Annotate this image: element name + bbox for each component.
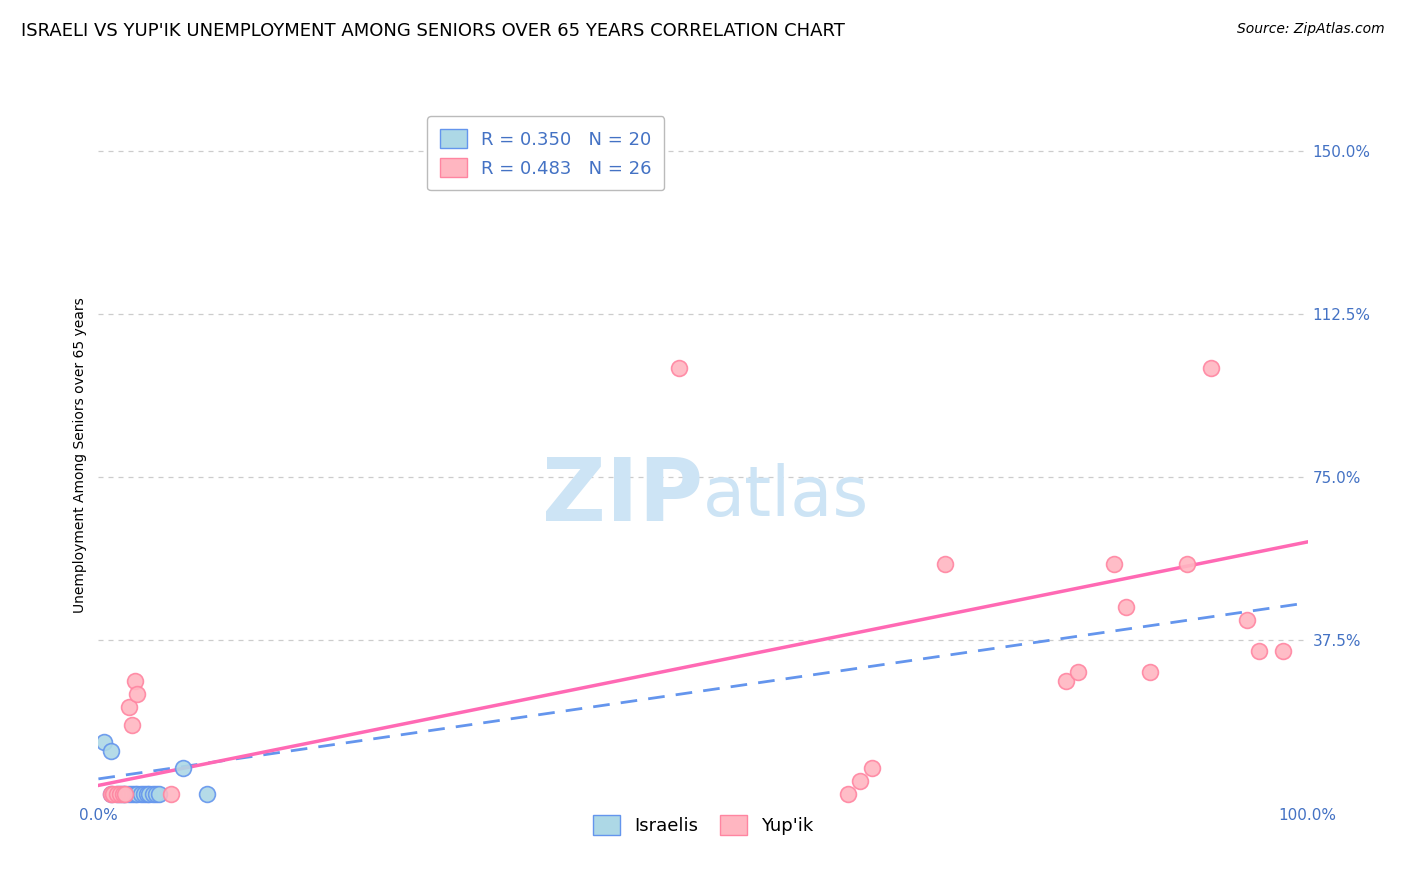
Point: [195, 787, 218, 801]
Point: [145, 787, 167, 801]
Point: [1175, 557, 1198, 571]
Point: [105, 787, 128, 801]
Point: [934, 557, 956, 571]
Point: [837, 787, 859, 801]
Point: [148, 787, 170, 801]
Text: atlas: atlas: [703, 463, 869, 530]
Point: [114, 787, 136, 801]
Point: [1139, 665, 1161, 680]
Point: [1067, 665, 1090, 680]
Point: [1199, 360, 1222, 375]
Point: [127, 687, 149, 701]
Point: [100, 787, 122, 801]
Point: [114, 787, 136, 801]
Point: [1102, 557, 1125, 571]
Y-axis label: Unemployment Among Seniors over 65 years: Unemployment Among Seniors over 65 years: [73, 297, 87, 613]
Point: [668, 360, 690, 375]
Point: [1054, 674, 1077, 689]
Point: [111, 787, 134, 801]
Point: [1236, 613, 1258, 627]
Point: [121, 787, 143, 801]
Point: [121, 717, 143, 731]
Point: [105, 787, 128, 801]
Point: [860, 761, 883, 775]
Point: [118, 700, 141, 714]
Point: [1249, 643, 1271, 657]
Point: [124, 787, 146, 801]
Point: [108, 787, 131, 801]
Point: [101, 787, 124, 801]
Point: [142, 787, 165, 801]
Point: [1115, 600, 1137, 615]
Point: [135, 787, 157, 801]
Point: [160, 787, 183, 801]
Point: [111, 787, 134, 801]
Point: [138, 787, 160, 801]
Point: [127, 787, 149, 801]
Point: [124, 674, 146, 689]
Legend: Israelis, Yup'ik: Israelis, Yup'ik: [585, 808, 821, 842]
Point: [134, 787, 156, 801]
Point: [100, 787, 122, 801]
Point: [93, 735, 115, 749]
Text: ZIP: ZIP: [541, 455, 703, 539]
Point: [1272, 643, 1295, 657]
Point: [129, 787, 152, 801]
Point: [118, 787, 141, 801]
Text: ISRAELI VS YUP'IK UNEMPLOYMENT AMONG SENIORS OVER 65 YEARS CORRELATION CHART: ISRAELI VS YUP'IK UNEMPLOYMENT AMONG SEN…: [21, 22, 845, 40]
Text: Source: ZipAtlas.com: Source: ZipAtlas.com: [1237, 22, 1385, 37]
Point: [108, 787, 131, 801]
Point: [849, 774, 872, 789]
Point: [100, 744, 122, 758]
Point: [172, 761, 194, 775]
